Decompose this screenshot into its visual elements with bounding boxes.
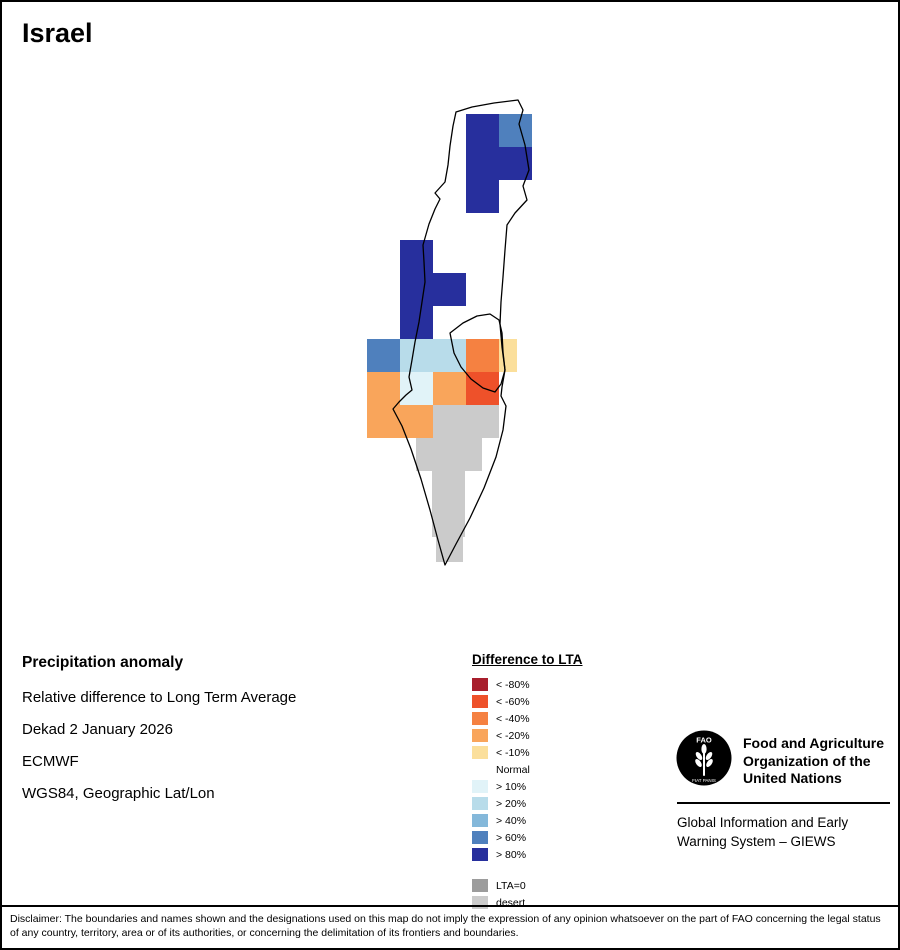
map-cell	[400, 240, 433, 273]
giews-text: Global Information and Early Warning Sys…	[677, 814, 848, 851]
fao-logo-icon: FAO FIAT PANIS	[676, 730, 732, 786]
legend-swatch-gt20	[472, 797, 488, 810]
map-cell	[466, 405, 499, 438]
map-cell	[433, 405, 466, 438]
map-cell	[499, 339, 517, 372]
disclaimer-text: Disclaimer: The boundaries and names sho…	[2, 904, 898, 948]
legend-label: > 60%	[496, 831, 527, 844]
info-line: WGS84, Geographic Lat/Lon	[22, 785, 215, 802]
legend-swatch-gt10	[472, 780, 488, 793]
map-cell	[400, 339, 433, 372]
legend-label: LTA=0	[496, 879, 526, 892]
fao-name: Food and Agriculture Organization of the…	[743, 735, 884, 788]
map-cell	[367, 372, 400, 405]
legend-swatch-lt80	[472, 678, 488, 691]
info-line: ECMWF	[22, 753, 79, 770]
legend-swatch-gt60	[472, 831, 488, 844]
legend-swatch-lt60	[472, 695, 488, 708]
legend-item-gt60: > 60%	[472, 829, 622, 846]
map-cell	[432, 471, 465, 504]
map-cell	[466, 339, 499, 372]
legend-item-gt40: > 40%	[472, 812, 622, 829]
legend-label: Normal	[496, 763, 530, 776]
legend-label: > 40%	[496, 814, 527, 827]
giews-line: Global Information and Early	[677, 815, 849, 830]
legend-item-lt40: < -40%	[472, 710, 622, 727]
legend-swatch-lt10	[472, 746, 488, 759]
map-cell	[499, 114, 532, 147]
fao-name-line: Organization of the	[743, 752, 871, 769]
legend-swatch-gt80	[472, 848, 488, 861]
west-bank-boundary	[449, 313, 506, 393]
legend: Difference to LTA < -80% < -60% < -40% < -2…	[472, 652, 622, 911]
map-cell	[433, 372, 466, 405]
fao-name-line: Food and Agriculture	[743, 735, 885, 751]
legend-label: > 80%	[496, 848, 527, 861]
legend-swatch-lt20	[472, 729, 488, 742]
legend-label: > 10%	[496, 780, 527, 793]
map-info-block: Precipitation anomaly Relative differenc…	[22, 654, 296, 817]
map-cell	[449, 438, 482, 471]
israel-outline	[392, 99, 530, 566]
legend-swatch-lta0	[472, 879, 488, 892]
map-cell	[400, 372, 433, 405]
info-line: Relative difference to Long Term Average	[22, 689, 297, 706]
legend-item-lt20: < -20%	[472, 727, 622, 744]
legend-label: < -80%	[496, 678, 530, 691]
legend-swatch-normal	[472, 763, 488, 776]
map-cell	[432, 504, 465, 537]
map-cell	[466, 180, 499, 213]
map-cell	[416, 438, 449, 471]
legend-label: < -60%	[496, 695, 530, 708]
map-info-lines: Relative difference to Long Term Average…	[22, 689, 296, 802]
wheat-icon	[695, 744, 713, 776]
map-cell	[466, 147, 499, 180]
legend-item-lt60: < -60%	[472, 693, 622, 710]
legend-item-gt10: > 10%	[472, 778, 622, 795]
legend-swatch-gt40	[472, 814, 488, 827]
map-cell	[400, 405, 433, 438]
legend-item-gt80: > 80%	[472, 846, 622, 863]
page-title: Israel	[22, 18, 93, 48]
legend-label: < -40%	[496, 712, 530, 725]
legend-title: Difference to LTA	[472, 652, 583, 667]
map-cell	[367, 339, 400, 372]
map-cell	[466, 372, 499, 405]
legend-item-lt80: < -80%	[472, 676, 622, 693]
org-divider	[677, 802, 890, 804]
legend-items: < -80% < -60% < -40% < -20% < -10% Normal > 10…	[472, 676, 622, 863]
fao-logo: FAO FIAT PANIS	[675, 729, 733, 792]
map-cell	[367, 405, 400, 438]
legend-item-gt20: > 20%	[472, 795, 622, 812]
legend-label: > 20%	[496, 797, 527, 810]
fao-logo-label: FAO	[696, 736, 712, 745]
map-cell	[466, 114, 499, 147]
legend-swatch-lt40	[472, 712, 488, 725]
fao-logo-motto: FIAT PANIS	[692, 778, 716, 783]
giews-line: Warning System – GIEWS	[677, 833, 836, 849]
info-line: Dekad 2 January 2026	[22, 721, 173, 738]
map-cell	[400, 273, 433, 306]
map-cell	[433, 273, 466, 306]
fao-name-line: United Nations	[743, 770, 842, 786]
legend-label: < -10%	[496, 746, 530, 759]
legend-item-lta0: LTA=0	[472, 877, 622, 894]
map-info-title: Precipitation anomaly	[22, 654, 184, 671]
legend-item-lt10: < -10%	[472, 744, 622, 761]
legend-label: < -20%	[496, 729, 530, 742]
legend-item-normal: Normal	[472, 761, 622, 778]
